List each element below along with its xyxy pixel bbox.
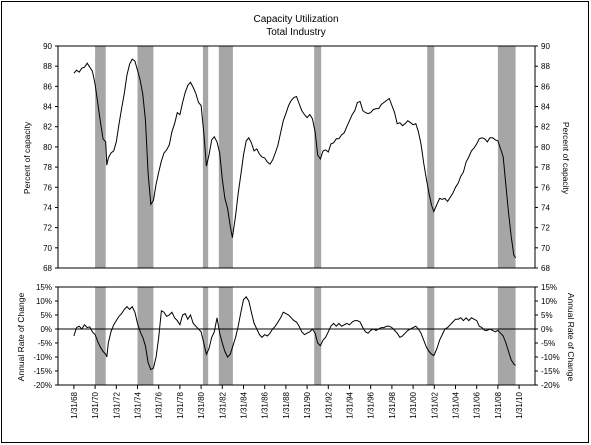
chart-subtitle: Total Industry <box>266 27 325 38</box>
recession-band <box>137 46 154 268</box>
y-tick-label-left: 90 <box>43 42 52 51</box>
recession-band <box>497 46 516 268</box>
y-tick-label-right: 15% <box>541 283 557 292</box>
y-tick-label-left: 84 <box>43 103 52 112</box>
top-right-axis-title: Percent of capacity <box>561 122 571 195</box>
y-tick-label-right: -5% <box>541 339 555 348</box>
x-tick-label: 1/31/70 <box>91 391 100 418</box>
x-tick-label: 1/31/96 <box>367 391 376 418</box>
y-tick-label-right: 90 <box>541 42 550 51</box>
x-tick-label: 1/31/06 <box>473 391 482 418</box>
recession-band <box>497 287 516 385</box>
y-tick-label-right: 78 <box>541 163 550 172</box>
x-tick-label: 1/31/98 <box>388 391 397 418</box>
capacity-plot: 68 68 70 70 72 72 74 74 76 76 78 78 80 80 82 82 84 84 86 86… <box>43 42 550 273</box>
x-tick-label: 1/31/88 <box>282 391 291 418</box>
x-tick-label: 1/31/10 <box>515 391 524 418</box>
y-tick-label-left: 10% <box>36 297 52 306</box>
rate-of-change-plot: -20% -20% -15% -15% -10% -10% -5% -5% 0% 0% 5% 5% 10… <box>33 283 559 419</box>
recession-band <box>314 46 322 268</box>
y-tick-label-left: -5% <box>38 339 52 348</box>
x-tick-label: 1/31/76 <box>155 391 164 418</box>
y-tick-label-right: 86 <box>541 82 550 91</box>
x-tick-label: 1/31/80 <box>197 391 206 418</box>
plot-border <box>57 45 536 269</box>
x-tick-label: 1/31/94 <box>346 391 355 418</box>
recession-band <box>95 46 106 268</box>
y-tick-label-right: 0% <box>541 325 553 334</box>
y-tick-label-right: 80 <box>541 143 550 152</box>
y-tick-label-left: -15% <box>33 367 52 376</box>
recession-band <box>137 287 154 385</box>
recession-band <box>218 46 233 268</box>
bottom-right-axis-title: Annual Rate of Change <box>566 293 576 382</box>
plot-border <box>57 286 536 386</box>
y-tick-label-left: 68 <box>43 264 52 273</box>
chart-title: Capacity Utilization <box>253 14 338 25</box>
y-tick-label-right: 70 <box>541 244 550 253</box>
x-tick-label: 1/31/08 <box>494 391 503 418</box>
y-tick-label-left: 5% <box>40 311 52 320</box>
recession-band <box>427 46 435 268</box>
y-tick-label-right: -10% <box>541 353 560 362</box>
x-tick-label: 1/31/90 <box>303 391 312 418</box>
recession-band <box>314 287 322 385</box>
y-tick-label-right: 88 <box>541 62 550 71</box>
x-tick-label: 1/31/92 <box>324 391 333 418</box>
y-tick-label-right: 72 <box>541 224 550 233</box>
x-tick-label: 1/31/78 <box>176 391 185 418</box>
x-tick-label: 1/31/02 <box>430 391 439 418</box>
y-tick-label-left: 15% <box>36 283 52 292</box>
series-line <box>73 58 517 259</box>
recession-band <box>95 287 106 385</box>
recession-band <box>218 287 233 385</box>
top-left-axis-title: Percent of capacity <box>22 121 32 194</box>
bottom-left-axis-title: Annual Rate of Change <box>16 293 26 382</box>
y-tick-label-right: -15% <box>541 367 560 376</box>
y-tick-label-left: 82 <box>43 123 52 132</box>
y-tick-label-left: 80 <box>43 143 52 152</box>
y-tick-label-left: 78 <box>43 163 52 172</box>
y-tick-label-right: 76 <box>541 183 550 192</box>
y-tick-label-left: 72 <box>43 224 52 233</box>
y-tick-label-left: -10% <box>33 353 52 362</box>
y-tick-label-right: 74 <box>541 203 550 212</box>
y-tick-label-right: 5% <box>541 311 553 320</box>
recession-band <box>202 287 209 385</box>
y-tick-label-left: 86 <box>43 82 52 91</box>
y-tick-label-right: 68 <box>541 264 550 273</box>
y-tick-label-right: 82 <box>541 123 550 132</box>
recession-band <box>427 287 435 385</box>
x-tick-label: 1/31/86 <box>261 391 270 418</box>
y-tick-label-right: 84 <box>541 103 550 112</box>
y-tick-label-left: 70 <box>43 244 52 253</box>
y-tick-label-left: 74 <box>43 203 52 212</box>
x-tick-label: 1/31/04 <box>452 391 461 418</box>
x-tick-label: 1/31/00 <box>409 391 418 418</box>
y-tick-label-right: 10% <box>541 297 557 306</box>
series-line <box>73 295 516 371</box>
y-tick-label-left: -20% <box>33 381 52 390</box>
y-tick-label-right: -20% <box>541 381 560 390</box>
x-tick-label: 1/31/84 <box>240 391 249 418</box>
y-tick-label-left: 0% <box>40 325 52 334</box>
x-tick-label: 1/31/68 <box>70 391 79 418</box>
y-tick-label-left: 76 <box>43 183 52 192</box>
x-tick-label: 1/31/72 <box>112 391 121 418</box>
y-tick-label-left: 88 <box>43 62 52 71</box>
x-tick-label: 1/31/74 <box>134 391 143 418</box>
x-tick-label: 1/31/82 <box>218 391 227 418</box>
